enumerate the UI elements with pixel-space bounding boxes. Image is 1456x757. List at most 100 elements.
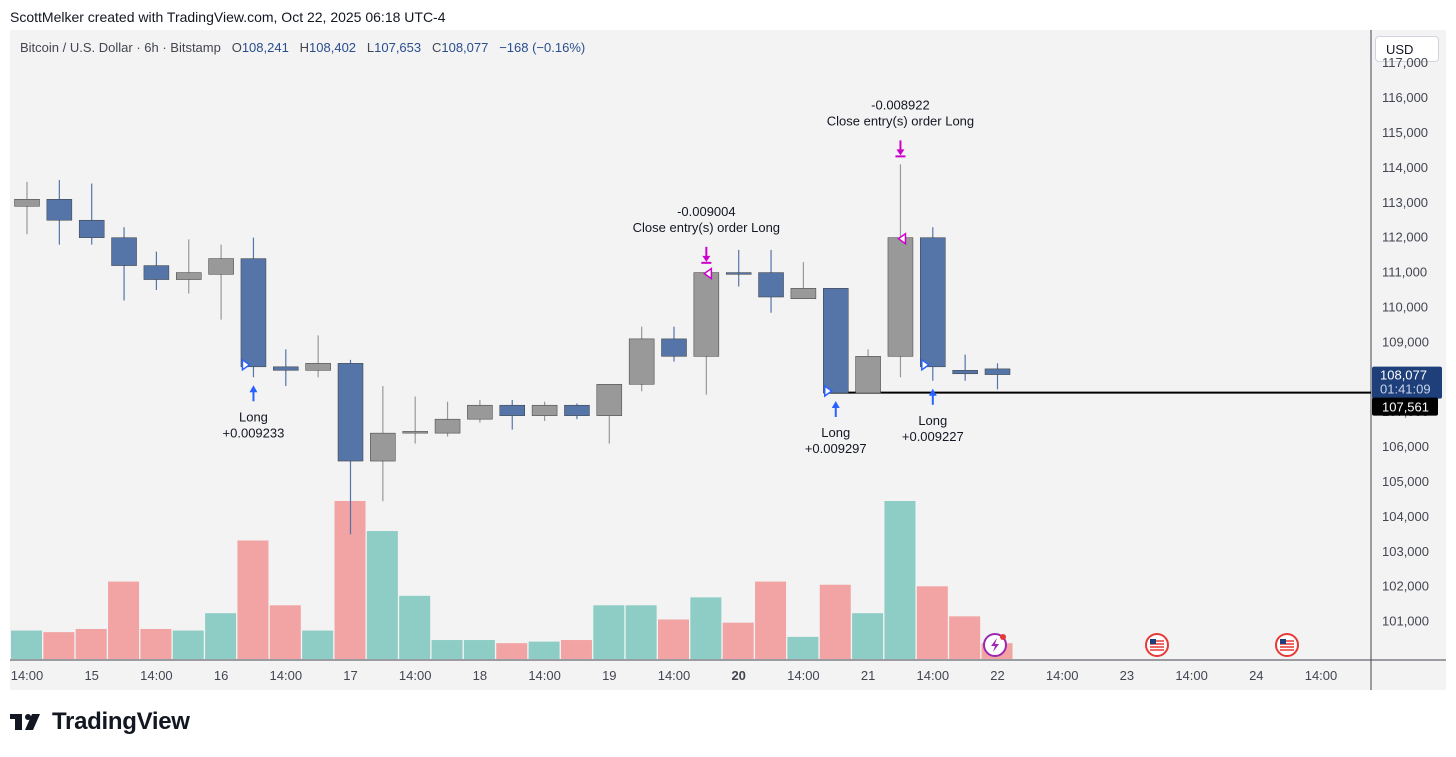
signal-value: -0.008922 <box>871 97 930 112</box>
x-tick-label: 14:00 <box>11 668 44 683</box>
candle-body <box>596 384 623 416</box>
y-tick-label: 106,000 <box>1382 439 1429 454</box>
y-tick-label: 116,000 <box>1382 90 1428 105</box>
candle-body <box>984 368 1011 375</box>
x-tick-label: 24 <box>1249 668 1263 683</box>
candle <box>661 326 687 362</box>
close-arrow-head-icon <box>896 149 905 156</box>
candle <box>952 354 978 381</box>
candle-body <box>78 219 105 238</box>
x-tick-label: 15 <box>84 668 98 683</box>
candle <box>434 401 461 437</box>
volume-bar <box>431 640 463 659</box>
x-tick-label: 23 <box>1120 668 1134 683</box>
chart-credit: ScottMelker created with TradingView.com… <box>10 9 446 25</box>
signal-label: Long <box>918 413 947 428</box>
candle-body <box>467 404 493 420</box>
candle-body <box>499 404 525 416</box>
x-tick-label: 22 <box>990 668 1004 683</box>
tradingview-brand[interactable]: TradingView <box>10 708 190 736</box>
x-tick-label: 16 <box>214 668 228 683</box>
volume-bar <box>140 628 172 659</box>
y-tick-label: 117,000 <box>1382 55 1428 70</box>
volume-bar <box>43 632 75 659</box>
candle-body <box>564 404 590 416</box>
candle <box>887 164 914 378</box>
volume-bar <box>108 581 140 659</box>
low-value: 107,653 <box>374 40 422 55</box>
ohlc-legend: Bitcoin / U.S. Dollar · 6h · Bitstamp O1… <box>20 40 585 55</box>
candle <box>240 237 267 378</box>
high-label: H <box>299 40 310 55</box>
long-entry-marker <box>241 358 251 372</box>
candle-body <box>143 265 170 280</box>
low-label: L <box>366 40 375 55</box>
x-tick-label: 14:00 <box>658 668 691 683</box>
candle-body <box>952 370 978 375</box>
bar-countdown-label: 01:41:09 <box>1380 382 1431 397</box>
y-tick-label: 113,000 <box>1382 195 1428 210</box>
candle <box>628 326 655 392</box>
volume-bar <box>399 595 431 659</box>
candle <box>920 227 946 381</box>
candle <box>596 384 623 444</box>
y-tick-label: 110,000 <box>1382 299 1428 314</box>
x-tick-label: 14:00 <box>1046 668 1079 683</box>
signal-value: +0.009233 <box>223 425 285 440</box>
currency-button[interactable]: USD <box>1375 36 1439 62</box>
y-tick-label: 109,000 <box>1382 334 1429 349</box>
candle-body <box>370 432 396 462</box>
volume-bar <box>269 605 301 659</box>
long-entry-marker <box>921 358 931 372</box>
candle <box>499 399 525 430</box>
candle <box>337 359 364 535</box>
volume-bar <box>528 641 560 659</box>
candle <box>370 386 396 502</box>
candle <box>143 251 170 291</box>
volume-bar <box>819 584 851 659</box>
candle-body <box>434 418 461 434</box>
volume-bar <box>787 636 819 659</box>
signal-label: Close entry(s) order Long <box>633 220 780 235</box>
us-flag-event-icon <box>1275 633 1299 657</box>
y-tick-label: 102,000 <box>1382 579 1429 594</box>
candle-body <box>531 404 558 416</box>
volume-bar <box>496 643 528 659</box>
notification-dot-icon <box>1000 634 1006 640</box>
candle <box>46 180 73 245</box>
candle-body <box>240 258 267 368</box>
x-tick-label: 14:00 <box>1175 668 1208 683</box>
x-tick-label: 14:00 <box>140 668 173 683</box>
candle-body <box>855 356 881 394</box>
x-tick-label: 20 <box>731 668 745 683</box>
tradingview-logo-icon <box>10 714 40 730</box>
volume-bar <box>237 540 269 659</box>
candle-body <box>111 237 137 266</box>
candle <box>790 262 817 300</box>
signal-label: Long <box>239 409 268 424</box>
candle-body <box>693 272 720 357</box>
signal-label: Close entry(s) order Long <box>827 113 974 128</box>
x-tick-label: 14:00 <box>270 668 303 683</box>
x-tick-label: 14:00 <box>917 668 950 683</box>
volume-bar <box>690 597 722 659</box>
candle-body <box>758 272 784 298</box>
change-value: −168 (−0.16%) <box>499 40 586 55</box>
candle <box>176 239 202 294</box>
candle <box>984 363 1011 390</box>
candle <box>111 227 137 301</box>
x-tick-label: 17 <box>343 668 357 683</box>
high-value: 108,402 <box>309 40 357 55</box>
y-tick-label: 111,000 <box>1382 265 1427 280</box>
candle <box>402 396 428 444</box>
close-arrow-head-icon <box>702 255 711 262</box>
candle <box>78 183 105 245</box>
x-tick-label: 19 <box>602 668 616 683</box>
flag-canton-icon <box>1280 639 1286 644</box>
y-tick-label: 115,000 <box>1382 125 1428 140</box>
open-value: 108,241 <box>241 40 289 55</box>
x-tick-label: 18 <box>473 668 487 683</box>
signal-value: +0.009227 <box>902 429 964 444</box>
candle-body <box>823 288 849 394</box>
